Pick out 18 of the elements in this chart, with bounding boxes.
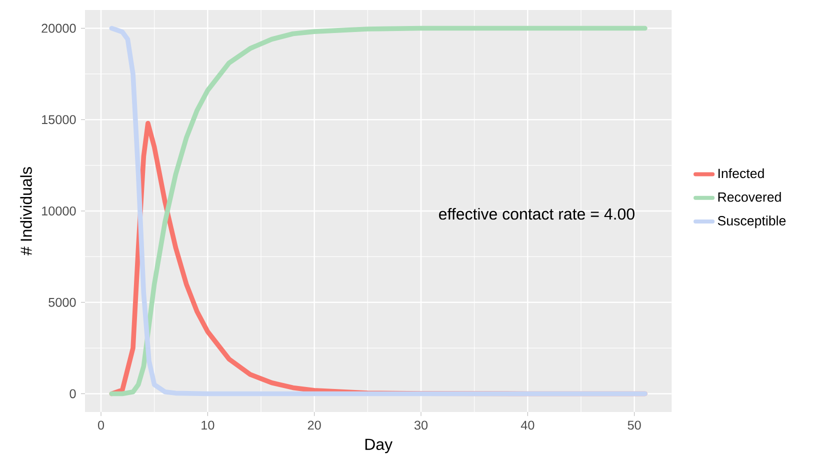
x-tick-label: 40: [520, 420, 534, 430]
annotation: effective contact rate = 4.00: [439, 208, 634, 220]
legend-label: Susceptible: [718, 216, 786, 228]
y-tick-label: 15000: [42, 115, 76, 124]
x-tick-label: 50: [628, 420, 641, 430]
line-series: [109, 26, 648, 396]
legend-label: Recovered: [718, 192, 781, 202]
y-tick-label: 0: [70, 389, 76, 398]
x-tick-label: 0: [98, 420, 104, 430]
legend-label: Infected: [718, 168, 764, 178]
x-tick-label: 20: [308, 420, 321, 430]
y-tick-label: 10000: [42, 206, 76, 216]
y-tick-label: 20000: [42, 24, 76, 33]
x-tick-label: 10: [202, 420, 214, 430]
x-axis-title: Day: [365, 438, 393, 454]
y-axis-title: # Individuals: [20, 167, 32, 256]
y-tick-label: 5000: [48, 298, 76, 307]
x-tick-label: 30: [414, 420, 428, 430]
